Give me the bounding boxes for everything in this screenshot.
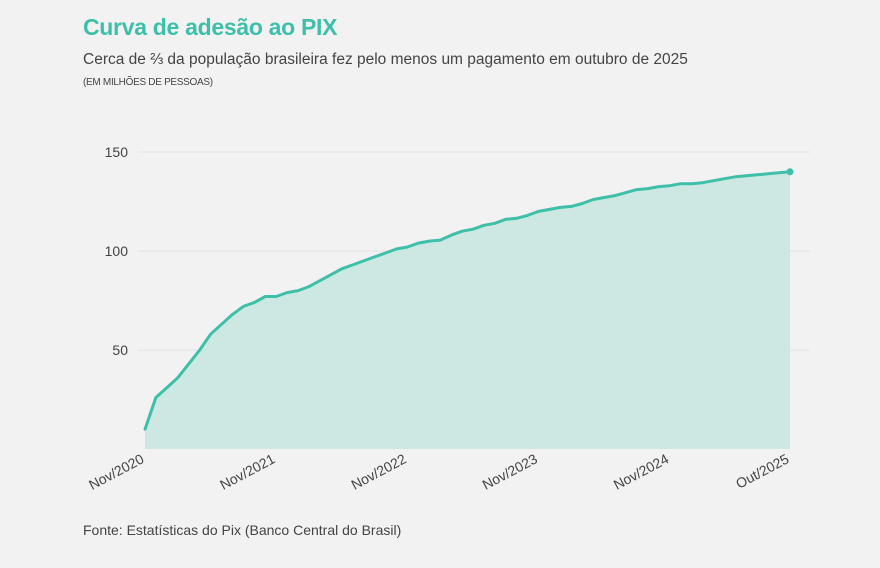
x-tick-label: Nov/2024 <box>611 450 672 492</box>
x-tick-label: Nov/2021 <box>217 450 278 492</box>
chart-title: Curva de adesão ao PIX <box>83 14 338 40</box>
x-tick-label: Nov/2020 <box>86 450 147 492</box>
y-tick-label: 150 <box>105 144 129 160</box>
data-line <box>143 170 792 431</box>
y-tick-label: 100 <box>105 243 129 259</box>
x-tick-label: Out/2025 <box>733 450 792 491</box>
x-tick-label: Nov/2023 <box>480 450 541 492</box>
x-tick-label: Nov/2022 <box>348 450 409 492</box>
chart-subtitle: Cerca de ⅔ da população brasileira fez p… <box>83 51 688 68</box>
unit-label: (EM MILHÕES DE PESSOAS) <box>83 77 213 88</box>
source-note: Fonte: Estatísticas do Pix (Banco Centra… <box>83 522 402 538</box>
area-fill <box>145 171 790 450</box>
end-point-marker <box>786 168 794 176</box>
y-tick-label: 50 <box>112 342 128 358</box>
